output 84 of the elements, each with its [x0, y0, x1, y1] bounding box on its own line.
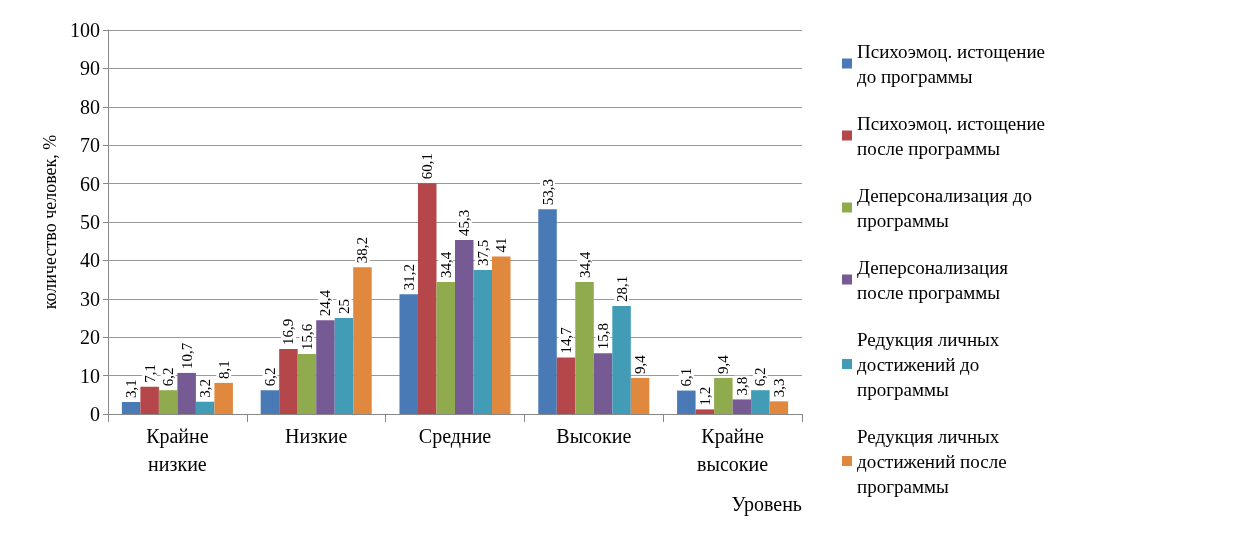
data-label: 41: [493, 237, 510, 253]
bar: [538, 209, 557, 414]
bar: [714, 377, 733, 414]
data-label: 6,1: [678, 367, 695, 387]
data-label: 1,2: [696, 386, 713, 406]
legend-label: Редукция личных достижений после программы: [857, 425, 1012, 497]
legend-label: Психоэмоц. истощение до программы: [857, 40, 1050, 87]
data-label: 34,4: [576, 251, 593, 278]
data-label: 6,2: [261, 367, 278, 387]
bar: [121, 402, 141, 414]
legend-label: Редукция личных достижений до программы: [857, 328, 1005, 400]
x-axis-title: Уровень: [731, 493, 802, 516]
data-label: 14,7: [558, 326, 575, 354]
y-tick-label: 20: [80, 326, 100, 349]
data-label: 3,3: [770, 378, 787, 398]
data-label: 15,6: [298, 323, 315, 351]
bar: [399, 294, 418, 414]
data-label: 6,2: [752, 367, 769, 387]
y-tick-label: 10: [80, 364, 100, 387]
x-tick-label: Низкие: [285, 425, 348, 447]
bar: [260, 390, 280, 414]
bar: [417, 183, 437, 414]
y-tick-label: 50: [80, 211, 100, 233]
data-label: 24,4: [317, 289, 334, 317]
y-tick-label: 100: [70, 19, 100, 41]
bar: [177, 372, 196, 414]
bar: [769, 401, 789, 414]
data-label: 45,3: [456, 209, 473, 237]
y-tick-label: 70: [80, 134, 100, 157]
y-tick-label: 30: [80, 287, 100, 310]
bar: [140, 386, 159, 414]
bar: [593, 353, 613, 414]
bar: [630, 377, 650, 414]
data-label: 9,4: [715, 354, 732, 374]
data-label: 3,1: [123, 379, 140, 399]
data-label: 8,1: [215, 360, 232, 379]
bar: [316, 320, 335, 414]
data-label: 6,2: [160, 367, 177, 387]
data-label: 60,1: [419, 152, 436, 180]
legend-label: Деперсонализация до программы: [857, 184, 1037, 231]
data-label: 28,1: [613, 275, 630, 303]
legend-label: Деперсонализация после программы: [857, 256, 1013, 303]
data-label: 9,4: [632, 354, 649, 374]
x-tick-label: Крайне низкие: [146, 425, 209, 475]
bar: [334, 318, 354, 414]
bar: [279, 349, 298, 414]
y-tick-label: 80: [80, 95, 100, 118]
data-label: 31,2: [400, 263, 417, 291]
y-tick-label: 0: [90, 403, 100, 425]
data-label: 3,2: [197, 378, 214, 398]
bar: [556, 357, 576, 414]
bar: [492, 256, 511, 414]
bar: [214, 382, 233, 414]
bar: [158, 390, 178, 414]
bar: [732, 399, 752, 414]
y-tick-label: 40: [80, 249, 100, 272]
data-label: 3,8: [733, 376, 750, 396]
data-label: 10,7: [178, 342, 195, 369]
data-label: 15,8: [595, 323, 612, 350]
bar: [473, 270, 493, 414]
data-label: 37,5: [474, 239, 491, 266]
bar: [575, 281, 594, 414]
y-tick-label: 60: [80, 172, 100, 195]
bar: [455, 240, 474, 414]
data-label: 34,4: [437, 251, 454, 278]
x-tick-label: Крайне высокие: [697, 425, 769, 475]
data-label: 7,1: [141, 363, 158, 383]
y-tick-label: 90: [80, 57, 100, 80]
data-label: 53,3: [539, 179, 556, 206]
x-tick-label: Высокие: [556, 425, 632, 447]
bar: [612, 306, 631, 414]
bar: [751, 390, 770, 414]
y-axis-title: количество человек, %: [40, 134, 61, 310]
bar: [677, 390, 696, 414]
bar: [353, 267, 372, 414]
bar: [297, 354, 317, 414]
data-label: 25: [335, 299, 352, 314]
x-tick-label: Средние: [418, 425, 492, 448]
data-label: 38,2: [354, 237, 371, 264]
bar: [195, 401, 215, 414]
bar: [436, 281, 455, 414]
legend-label: Психоэмоц. истощение после программы: [857, 112, 1050, 159]
data-label: 16,9: [280, 318, 297, 346]
bar: [695, 409, 715, 414]
